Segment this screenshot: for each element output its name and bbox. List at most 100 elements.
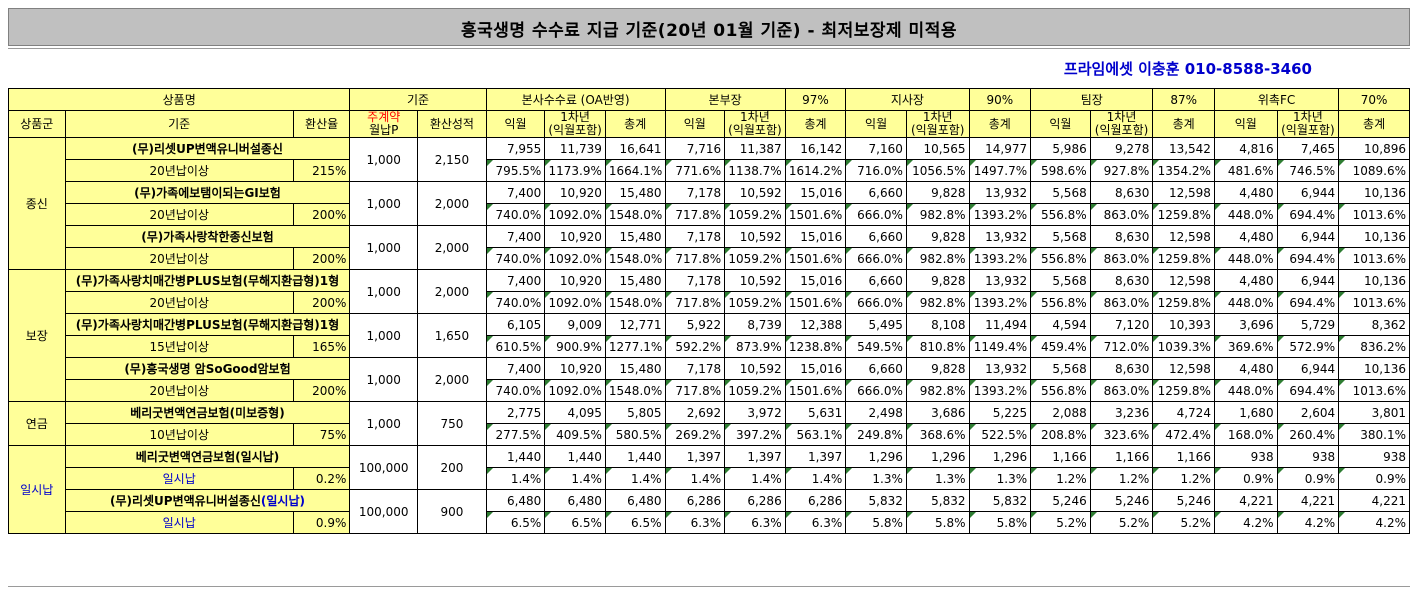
amount-cell: 6,944 (1276, 225, 1340, 248)
percent-cell: 740.0% (485, 379, 546, 402)
percent-cell: 927.8% (1089, 159, 1154, 182)
product-name-text: (무)리셋UP변액유니버설종신 (132, 142, 283, 156)
amount-cell: 4,594 (1030, 313, 1091, 336)
percent-cell: 6.3% (784, 511, 847, 534)
amount-cell: 13,932 (968, 269, 1032, 292)
percent-cell: 717.8% (664, 291, 726, 314)
percent-cell: 472.4% (1152, 423, 1215, 446)
percent-cell: 717.8% (664, 247, 726, 270)
percent-cell: 409.5% (544, 423, 606, 446)
header-first-year-bottom: (익월포함) (728, 123, 782, 137)
table-row: 15년납이상 165% 610.5% 900.9% 1277.1% 592.2% 873.9… (9, 335, 1410, 358)
header-total: 총계 (1152, 110, 1215, 138)
percent-cell: 1259.8% (1152, 247, 1215, 270)
amount-cell: 7,465 (1276, 137, 1340, 160)
product-name: 베리굿변액연금보험(일시납) (64, 445, 351, 468)
percent-cell: 740.0% (485, 291, 546, 314)
amount-cell: 10,896 (1338, 137, 1410, 160)
amount-cell: 4,816 (1213, 137, 1278, 160)
basis-cell: 20년납이상 (64, 291, 294, 314)
percent-cell: 4.2% (1276, 511, 1340, 534)
percent-cell: 4.2% (1338, 511, 1410, 534)
percent-cell: 1393.2% (968, 247, 1032, 270)
amount-cell: 3,686 (905, 401, 970, 424)
percent-cell: 580.5% (604, 423, 666, 446)
percent-cell: 6.3% (724, 511, 786, 534)
table-row: 10년납이상 75% 277.5% 409.5% 580.5% 269.2% 397.2% 5… (9, 423, 1410, 446)
percent-cell: 1092.0% (544, 291, 606, 314)
percent-cell: 1548.0% (604, 291, 666, 314)
amount-cell: 12,598 (1152, 357, 1215, 380)
percent-cell: 1548.0% (604, 247, 666, 270)
percent-cell: 556.8% (1030, 247, 1091, 270)
amount-cell: 6,480 (485, 489, 546, 512)
percent-cell: 1.4% (604, 467, 666, 490)
amount-cell: 5,568 (1030, 269, 1091, 292)
percent-cell: 549.5% (845, 335, 907, 358)
table-row: (무)흥국생명 암SoGood암보험 1,000 2,000 7,400 10,920 1… (9, 357, 1410, 402)
header-total: 총계 (968, 110, 1032, 138)
header-next-month: 익월 (664, 110, 726, 138)
amount-cell: 6,660 (845, 269, 907, 292)
amount-cell: 7,716 (664, 137, 726, 160)
percent-cell: 982.8% (905, 379, 970, 402)
amount-cell: 4,095 (544, 401, 606, 424)
table-row: (무)가족에보탬이되는GI보험 1,000 2,000 7,400 10,920 15,4… (9, 181, 1410, 226)
percent-cell: 5.8% (845, 511, 907, 534)
amount-cell: 5,832 (905, 489, 970, 512)
amount-cell: 2,692 (664, 401, 726, 424)
amount-cell: 5,832 (968, 489, 1032, 512)
amount-cell: 10,920 (544, 357, 606, 380)
converted-performance: 2,000 (417, 181, 487, 226)
conversion-rate: 200% (292, 203, 351, 226)
header-group-label: 지사장 (845, 88, 970, 111)
header-total: 총계 (784, 110, 847, 138)
percent-cell: 1614.2% (784, 159, 847, 182)
percent-cell: 6.5% (604, 511, 666, 534)
amount-cell: 5,922 (664, 313, 726, 336)
percent-cell: 1664.1% (604, 159, 666, 182)
amount-cell: 1,440 (544, 445, 606, 468)
amount-cell: 10,136 (1338, 357, 1410, 380)
percent-cell: 666.0% (845, 291, 907, 314)
amount-cell: 12,598 (1152, 269, 1215, 292)
amount-cell: 5,568 (1030, 357, 1091, 380)
amount-cell: 1,397 (664, 445, 726, 468)
amount-cell: 8,630 (1089, 225, 1154, 248)
percent-cell: 1013.6% (1338, 379, 1410, 402)
product-name: (무)가족사랑착한종신보험 (64, 225, 351, 248)
header-group-rate: 97% (784, 88, 847, 111)
conversion-rate: 0.2% (292, 467, 351, 490)
amount-cell: 4,221 (1338, 489, 1410, 512)
percent-cell: 746.5% (1276, 159, 1340, 182)
percent-cell: 1.3% (968, 467, 1032, 490)
amount-cell: 5,832 (845, 489, 907, 512)
amount-cell: 15,016 (784, 357, 847, 380)
percent-cell: 323.6% (1089, 423, 1154, 446)
header-first-year-top: 1차년 (560, 110, 590, 124)
amount-cell: 1,166 (1089, 445, 1154, 468)
percent-cell: 1238.8% (784, 335, 847, 358)
amount-cell: 11,494 (968, 313, 1032, 336)
conversion-rate: 215% (292, 159, 351, 182)
amount-cell: 6,660 (845, 181, 907, 204)
amount-cell: 5,631 (784, 401, 847, 424)
table-row: (무)가족사랑착한종신보험 1,000 2,000 7,400 10,920 15,480… (9, 225, 1410, 270)
basis-cell: 20년납이상 (64, 159, 294, 182)
percent-cell: 740.0% (485, 203, 546, 226)
monthly-premium: 1,000 (349, 401, 419, 446)
percent-cell: 369.6% (1213, 335, 1278, 358)
amount-cell: 15,016 (784, 225, 847, 248)
percent-cell: 771.6% (664, 159, 726, 182)
amount-cell: 1,440 (485, 445, 546, 468)
amount-cell: 9,828 (905, 225, 970, 248)
percent-cell: 448.0% (1213, 291, 1278, 314)
percent-cell: 5.8% (968, 511, 1032, 534)
percent-cell: 1.4% (724, 467, 786, 490)
amount-cell: 9,828 (905, 181, 970, 204)
table-row: 20년납이상 200% 740.0% 1092.0% 1548.0% 717.8% 1059… (9, 291, 1410, 314)
percent-cell: 6.3% (664, 511, 726, 534)
amount-cell: 1,397 (784, 445, 847, 468)
percent-cell: 694.4% (1276, 379, 1340, 402)
percent-cell: 1.3% (845, 467, 907, 490)
